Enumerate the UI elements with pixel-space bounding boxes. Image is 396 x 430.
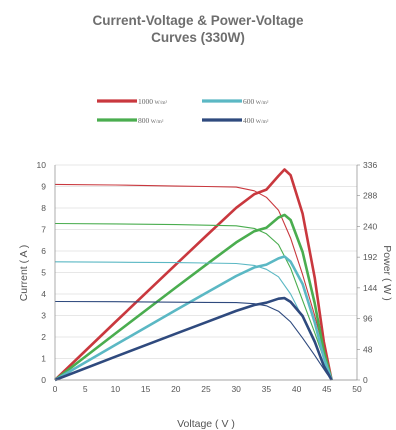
y-left-tick-label: 2 xyxy=(41,332,46,342)
chart-title-line1: Current-Voltage & Power-Voltage xyxy=(92,13,304,28)
iv-curve-400 xyxy=(54,300,333,381)
legend-unit: W/m² xyxy=(155,100,168,106)
legend-label-800: 800 W/m² xyxy=(138,116,164,125)
y-right-tick-label: 96 xyxy=(363,314,373,324)
legend-label-600: 600 W/m² xyxy=(243,97,269,106)
x-tick-label: 5 xyxy=(83,384,88,394)
y-left-tick-label: 10 xyxy=(37,160,47,170)
y-left-tick-label: 0 xyxy=(41,375,46,385)
legend-unit: W/m² xyxy=(256,119,269,125)
axes xyxy=(54,164,360,381)
y-right-tick-label: 144 xyxy=(363,283,377,293)
y-axis-left-label: Current ( A ) xyxy=(18,245,30,302)
y-right-tick-label: 192 xyxy=(363,252,377,262)
x-tick-label: 40 xyxy=(292,384,302,394)
y-right-tick-label: 48 xyxy=(363,344,373,354)
x-tick-label: 10 xyxy=(111,384,121,394)
x-tick-label: 45 xyxy=(322,384,332,394)
y-left-tick-label: 1 xyxy=(41,354,46,364)
chart-title-line2: Curves (330W) xyxy=(151,30,245,45)
y-right-tick-label: 240 xyxy=(363,221,377,231)
x-tick-label: 15 xyxy=(141,384,151,394)
legend-value: 400 xyxy=(243,116,255,125)
y-left-tick-label: 6 xyxy=(41,246,46,256)
x-tick-label: 35 xyxy=(262,384,272,394)
y-right-tick-label: 0 xyxy=(363,375,368,385)
x-axis-label: Voltage ( V ) xyxy=(177,418,235,430)
x-tick-label: 30 xyxy=(231,384,241,394)
iv-curve-1000 xyxy=(54,183,333,381)
legend-label-1000: 1000 W/m² xyxy=(138,97,167,106)
x-tick-label: 25 xyxy=(201,384,211,394)
iv-curve-800 xyxy=(54,222,333,381)
legend-unit: W/m² xyxy=(151,119,164,125)
pv-curve-400 xyxy=(54,296,333,382)
y-left-tick-label: 3 xyxy=(41,311,46,321)
series-layer xyxy=(54,168,333,382)
x-tick-label: 50 xyxy=(352,384,362,394)
y-left-tick-label: 5 xyxy=(41,268,46,278)
y-axis-right-label: Power ( W ) xyxy=(381,245,393,300)
x-tick-label: 20 xyxy=(171,384,181,394)
legend-label-400: 400 W/m² xyxy=(243,116,269,125)
y-right-tick-label: 288 xyxy=(363,191,377,201)
y-left-tick-label: 9 xyxy=(41,182,46,192)
x-tick-label: 0 xyxy=(53,384,58,394)
y-right-tick-label: 336 xyxy=(363,160,377,170)
legend-value: 1000 xyxy=(138,97,153,106)
chart-title: Current-Voltage & Power-Voltage Curves (… xyxy=(40,12,356,46)
legend-value: 800 xyxy=(138,116,150,125)
legend-value: 600 xyxy=(243,97,255,106)
y-left-tick-label: 7 xyxy=(41,225,46,235)
pv-curve-1000 xyxy=(54,168,333,381)
y-left-tick-label: 4 xyxy=(41,289,46,299)
pv-curve-800 xyxy=(54,213,333,382)
legend-unit: W/m² xyxy=(256,100,269,106)
pv-curve-600 xyxy=(54,255,333,382)
y-left-tick-label: 8 xyxy=(41,203,46,213)
